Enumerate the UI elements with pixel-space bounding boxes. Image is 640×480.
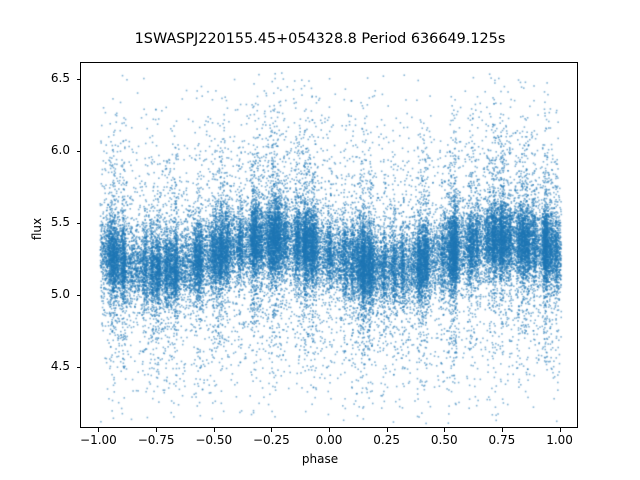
x-tick-label: 0.25 bbox=[373, 433, 400, 447]
x-axis-label: phase bbox=[301, 452, 339, 466]
x-tick-mark bbox=[386, 428, 388, 432]
y-tick-mark bbox=[76, 151, 80, 153]
y-tick-mark bbox=[76, 223, 80, 225]
x-tick-mark bbox=[98, 428, 100, 432]
plot-area bbox=[80, 62, 578, 428]
x-tick-label: −1.00 bbox=[80, 433, 117, 447]
scatter-points-layer bbox=[81, 63, 577, 427]
y-tick-label: 5.0 bbox=[50, 287, 70, 302]
y-tick-label: 5.5 bbox=[50, 215, 70, 230]
x-tick-label: −0.25 bbox=[252, 433, 290, 447]
x-tick-label: 1.00 bbox=[546, 433, 573, 447]
x-tick-label: 0.75 bbox=[488, 433, 516, 447]
x-tick-label: −0.50 bbox=[195, 433, 233, 447]
x-tick-mark bbox=[271, 428, 273, 432]
y-axis-label: flux bbox=[30, 217, 44, 241]
x-tick-label: 0.00 bbox=[315, 433, 343, 447]
y-tick-label: 6.0 bbox=[50, 143, 70, 158]
y-tick-label: 6.5 bbox=[50, 71, 70, 86]
x-tick-mark bbox=[213, 428, 215, 432]
x-tick-mark bbox=[559, 428, 561, 432]
x-tick-mark bbox=[444, 428, 446, 432]
x-tick-mark bbox=[156, 428, 158, 432]
y-tick-mark bbox=[76, 295, 80, 297]
y-tick-label: 4.5 bbox=[50, 359, 70, 374]
x-tick-mark bbox=[329, 428, 330, 432]
x-tick-mark bbox=[501, 428, 503, 432]
x-tick-label: −0.75 bbox=[137, 433, 175, 447]
page-title: 1SWASPJ220155.45+054328.8 Period 636649.… bbox=[134, 31, 506, 47]
y-tick-mark bbox=[76, 79, 80, 81]
y-tick-mark bbox=[76, 367, 80, 369]
x-tick-label: 0.50 bbox=[430, 433, 458, 447]
